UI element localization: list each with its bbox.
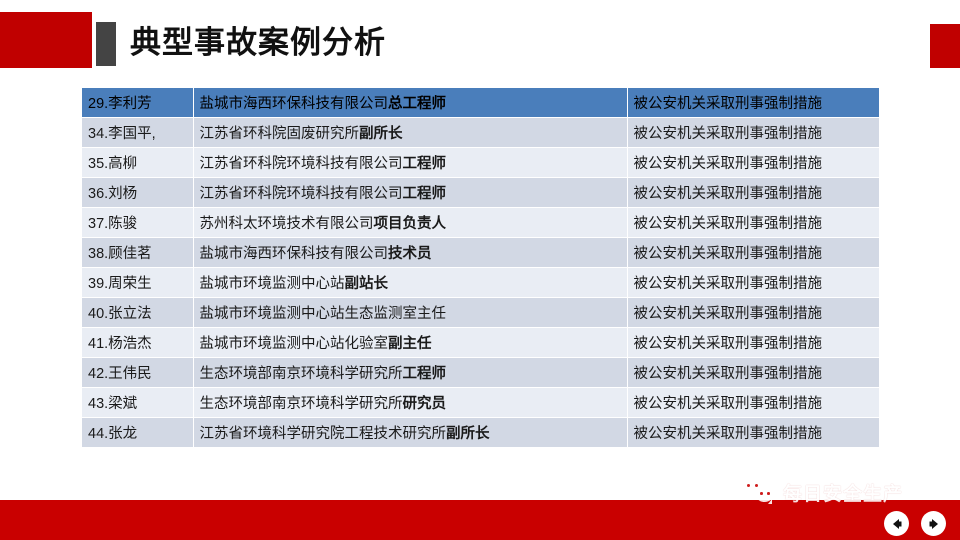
organization-text: 江苏省环科院环境科技有限公司 (199, 156, 403, 172)
title-red-block-right (930, 24, 960, 68)
cell-action-taken: 被公安机关采取刑事强制措施 (627, 147, 879, 178)
cell-action-taken: 被公安机关采取刑事强制措施 (627, 327, 879, 358)
organization-text: 盐城市环境监测中心站 (199, 276, 345, 292)
role-text: 研究员 (402, 396, 447, 412)
watermark: 每日安全生产 (742, 478, 903, 506)
cell-action-taken: 被公安机关采取刑事强制措施 (627, 387, 879, 418)
cell-organization-role: 盐城市海西环保科技有限公司总工程师 (193, 88, 628, 118)
table-row[interactable]: 34.李国平, 江苏省环科院固废研究所副所长 被公安机关采取刑事强制措施 (82, 117, 879, 148)
role-text: 副站长 (344, 276, 389, 292)
organization-text: 盐城市环境监测中心站生态监测室主任 (199, 306, 447, 322)
cell-person-name: 37.陈骏 (82, 207, 194, 238)
cell-organization-role: 苏州科太环境技术有限公司项目负责人 (193, 207, 628, 238)
organization-text: 江苏省环科院固废研究所 (199, 126, 360, 142)
role-text: 项目负责人 (373, 216, 447, 232)
cell-person-name: 39.周荣生 (82, 267, 194, 298)
table-row[interactable]: 42.王伟民 生态环境部南京环境科学研究所工程师 被公安机关采取刑事强制措施 (82, 357, 879, 388)
cell-action-taken: 被公安机关采取刑事强制措施 (627, 207, 879, 238)
cell-organization-role: 生态环境部南京环境科学研究所工程师 (193, 357, 628, 388)
cell-action-taken: 被公安机关采取刑事强制措施 (627, 357, 879, 388)
table-row[interactable]: 37.陈骏 苏州科太环境技术有限公司项目负责人 被公安机关采取刑事强制措施 (82, 207, 879, 238)
title-red-block-left (0, 12, 92, 68)
table-row[interactable]: 38.顾佳茗 盐城市海西环保科技有限公司技术员 被公安机关采取刑事强制措施 (82, 237, 879, 268)
role-text: 工程师 (402, 186, 447, 202)
role-text: 副所长 (359, 126, 403, 142)
cell-person-name: 41.杨浩杰 (82, 327, 194, 358)
slide-navigation (884, 511, 946, 536)
organization-text: 盐城市海西环保科技有限公司 (199, 96, 389, 112)
organization-text: 盐城市环境监测中心站化验室 (199, 336, 389, 352)
cell-person-name: 44.张龙 (82, 417, 194, 448)
cell-organization-role: 盐城市海西环保科技有限公司技术员 (193, 237, 628, 268)
cell-organization-role: 江苏省环科院环境科技有限公司工程师 (193, 177, 628, 208)
cell-organization-role: 盐城市环境监测中心站副站长 (193, 267, 628, 298)
cell-person-name: 36.刘杨 (82, 177, 194, 208)
cell-person-name: 34.李国平, (82, 117, 194, 148)
cell-action-taken: 被公安机关采取刑事强制措施 (627, 297, 879, 328)
cell-person-name: 40.张立法 (82, 297, 194, 328)
cell-organization-role: 江苏省环境科学研究院工程技术研究所副所长 (193, 417, 628, 448)
cell-action-taken: 被公安机关采取刑事强制措施 (627, 237, 879, 268)
cell-person-name: 35.高柳 (82, 147, 194, 178)
cell-organization-role: 生态环境部南京环境科学研究所研究员 (193, 387, 628, 418)
case-table-wrapper: 29.李利芳 盐城市海西环保科技有限公司总工程师 被公安机关采取刑事强制措施 34.李… (82, 88, 879, 448)
organization-text: 江苏省环科院环境科技有限公司 (199, 186, 403, 202)
title-gray-tab (96, 22, 116, 66)
organization-text: 江苏省环境科学研究院工程技术研究所 (199, 426, 447, 442)
watermark-text: 每日安全生产 (783, 483, 904, 505)
cell-action-taken: 被公安机关采取刑事强制措施 (627, 417, 879, 448)
cell-action-taken: 被公安机关采取刑事强制措施 (627, 267, 879, 298)
cell-organization-role: 盐城市环境监测中心站化验室副主任 (193, 327, 628, 358)
table-row[interactable]: 35.高柳 江苏省环科院环境科技有限公司工程师 被公安机关采取刑事强制措施 (82, 147, 879, 178)
table-row[interactable]: 40.张立法 盐城市环境监测中心站生态监测室主任 被公安机关采取刑事强制措施 (82, 297, 879, 328)
table-row[interactable]: 43.梁斌 生态环境部南京环境科学研究所研究员 被公安机关采取刑事强制措施 (82, 387, 879, 418)
table-row[interactable]: 36.刘杨 江苏省环科院环境科技有限公司工程师 被公安机关采取刑事强制措施 (82, 177, 879, 208)
bottom-red-band (0, 500, 960, 540)
cell-person-name: 29.李利芳 (82, 88, 194, 118)
cell-action-taken: 被公安机关采取刑事强制措施 (627, 88, 879, 118)
next-arrow-icon[interactable] (921, 511, 946, 536)
cell-person-name: 43.梁斌 (82, 387, 194, 418)
cell-person-name: 42.王伟民 (82, 357, 194, 388)
table-row[interactable]: 39.周荣生 盐城市环境监测中心站副站长 被公安机关采取刑事强制措施 (82, 267, 879, 298)
role-text: 工程师 (402, 156, 447, 172)
table-row[interactable]: 29.李利芳 盐城市海西环保科技有限公司总工程师 被公安机关采取刑事强制措施 (82, 88, 879, 118)
cell-organization-role: 盐城市环境监测中心站生态监测室主任 (193, 297, 628, 328)
cell-person-name: 38.顾佳茗 (82, 237, 194, 268)
role-text: 工程师 (402, 366, 447, 382)
role-text: 技术员 (388, 246, 432, 262)
organization-text: 生态环境部南京环境科学研究所 (199, 366, 403, 382)
case-table: 29.李利芳 盐城市海西环保科技有限公司总工程师 被公安机关采取刑事强制措施 34.李… (82, 88, 879, 448)
cell-organization-role: 江苏省环科院环境科技有限公司工程师 (193, 147, 628, 178)
prev-arrow-icon[interactable] (884, 511, 909, 536)
role-text: 总工程师 (388, 96, 446, 112)
role-text: 副所长 (446, 426, 490, 442)
organization-text: 盐城市海西环保科技有限公司 (199, 246, 389, 262)
cell-action-taken: 被公安机关采取刑事强制措施 (627, 177, 879, 208)
cell-organization-role: 江苏省环科院固废研究所副所长 (193, 117, 628, 148)
cell-action-taken: 被公安机关采取刑事强制措施 (627, 117, 879, 148)
organization-text: 苏州科太环境技术有限公司 (199, 216, 374, 232)
role-text: 副主任 (388, 336, 432, 352)
organization-text: 生态环境部南京环境科学研究所 (199, 396, 403, 412)
table-row[interactable]: 44.张龙 江苏省环境科学研究院工程技术研究所副所长 被公安机关采取刑事强制措施 (82, 417, 879, 448)
wechat-icon (742, 478, 776, 506)
case-table-body: 29.李利芳 盐城市海西环保科技有限公司总工程师 被公安机关采取刑事强制措施 34.李… (82, 88, 879, 448)
page-title: 典型事故案例分析 (130, 25, 386, 60)
table-row[interactable]: 41.杨浩杰 盐城市环境监测中心站化验室副主任 被公安机关采取刑事强制措施 (82, 327, 879, 358)
